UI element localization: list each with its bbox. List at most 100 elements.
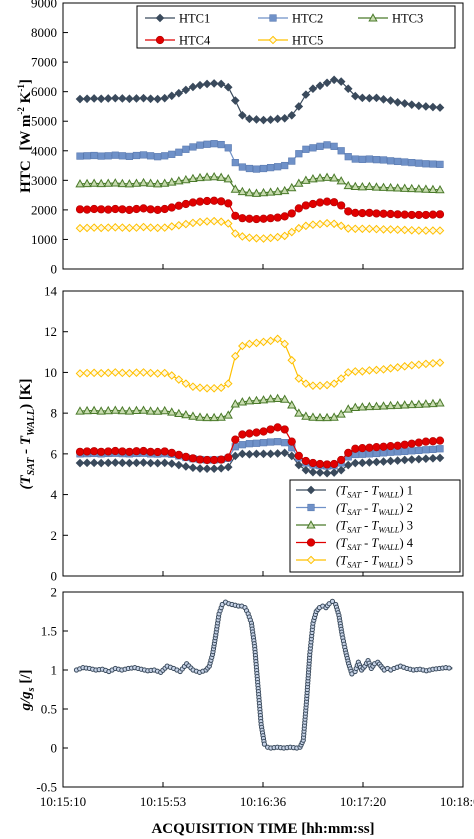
dt-series-4-point-49 [421, 437, 430, 446]
htc-y-label-main: HTC [18, 160, 34, 193]
htc-series-3-point-16 [188, 173, 198, 183]
dt-legend-label-3-part-4: ) 3 [400, 519, 414, 533]
htc-series-5-point-30 [287, 227, 297, 237]
dt-series-4-point-40 [358, 444, 367, 453]
dt-legend-label-4-part-2: - T [361, 536, 379, 550]
dt-series-1-point-40 [358, 458, 367, 468]
dt-ytick-label-6: 12 [44, 324, 57, 339]
htc-series-2-point-31 [295, 150, 303, 158]
htc-series-4-point-26 [259, 214, 268, 223]
htc-series-3-point-5 [110, 178, 120, 187]
htc-series-1-point-37 [336, 77, 346, 86]
dt-series-3-point-15 [181, 409, 191, 419]
htc-ytick-label-4: 4000 [31, 143, 57, 158]
htc-series-2-point-26 [259, 164, 268, 173]
htc-series-1-point-39 [350, 91, 360, 101]
dt-series-4-point-14 [174, 450, 183, 459]
dt-series-5-point-8 [132, 368, 141, 377]
htc-series-3-point-14 [174, 176, 184, 185]
htc-series-4-point-10 [146, 205, 155, 214]
htc-series-5-point-48 [414, 226, 424, 235]
htc-series-5-point-50 [428, 226, 438, 235]
htc-series-3-line [79, 176, 441, 194]
dt-series-3-point-28 [272, 393, 283, 402]
dt-series-5-point-3 [96, 368, 106, 378]
htc-series-4-point-8 [132, 204, 141, 214]
dt-series-4-point-8 [132, 447, 141, 456]
dt-series-4-point-11 [153, 447, 162, 457]
htc-series-4-point-27 [266, 214, 275, 223]
dt-series-1-point-31 [294, 460, 304, 470]
htc-series-2-point-10 [146, 152, 155, 160]
htc-series-4-point-22 [231, 211, 240, 220]
htc-series-1-point-32 [301, 90, 311, 99]
dt-series-5-point-21 [223, 379, 233, 388]
htc-series-4-point-17 [195, 197, 205, 206]
dt-series-1-point-0 [75, 458, 85, 468]
htc-series-3-point-40 [357, 182, 368, 191]
dt-series-5-point-51 [435, 358, 445, 367]
htc-ytick-label-7: 7000 [31, 55, 57, 70]
htc-series-5-point-41 [365, 224, 374, 234]
dt-series-5-point-44 [386, 364, 395, 373]
g-ytick-label-1: 0 [51, 741, 58, 756]
dt-legend-4-point-0 [306, 538, 316, 547]
htc-series-5-point-8 [132, 223, 141, 232]
htc-series-1-point-42 [372, 93, 381, 103]
dt-series-2-point-23 [238, 441, 246, 449]
dt-series-5-point-43 [379, 365, 388, 374]
htc-series-2-point-3 [97, 152, 105, 160]
dt-legend-2-point-0 [307, 503, 315, 512]
dt-series-4-point-33 [308, 458, 318, 468]
dt-series-4-point-12 [160, 447, 169, 456]
dt-series-4-point-47 [407, 439, 416, 448]
dt-series-5-point-33 [308, 381, 318, 390]
htc-series-5-point-36 [329, 219, 339, 229]
g-y-axis-label: g/gs [/] [18, 670, 37, 712]
htc-series-5-point-39 [350, 224, 360, 234]
dt-series-4-point-27 [266, 425, 275, 434]
htc-series-1-point-36 [329, 75, 339, 85]
htc-series-5-point-7 [125, 223, 134, 233]
dt-series-4-point-19 [210, 455, 219, 465]
htc-series-5-point-35 [322, 218, 332, 228]
htc-series-3-point-7 [124, 179, 135, 188]
dt-legend-label-4-part-0: (T [336, 536, 348, 550]
dt-series-3-point-13 [167, 407, 177, 416]
dt-legend-label-2-part-2: - T [361, 501, 379, 515]
dt-series-4-point-6 [118, 447, 127, 456]
dt-legend-label-3-part-0: (T [336, 519, 348, 533]
dt-series-1-point-17 [195, 464, 205, 473]
g-ytick-label-2: 0.5 [41, 702, 57, 717]
dt-series-3-point-38 [343, 404, 353, 413]
dt-legend-label-1: (TSAT - TWALL) 1 [336, 484, 413, 500]
htc-series-2-point-40 [358, 155, 366, 163]
dt-series-5-point-16 [188, 382, 198, 391]
htc-series-4-point-39 [351, 208, 360, 217]
dt-series-4-point-29 [280, 425, 289, 434]
dt-series-5-point-20 [216, 383, 226, 393]
dt-y-label-p0: (T [18, 475, 34, 490]
dt-series-4-point-25 [252, 428, 261, 437]
dt-series-3-point-44 [385, 400, 396, 410]
htc-series-2-point-32 [302, 145, 310, 153]
htc-series-5-point-21 [223, 219, 233, 228]
dt-legend-label-3-part-2: - T [361, 519, 379, 533]
dt-series-4-point-13 [167, 448, 176, 457]
htc-series-4-point-42 [372, 209, 381, 218]
dt-series-5-point-12 [160, 368, 170, 378]
dt-series-4-point-0 [75, 447, 85, 456]
htc-series-3-point-30 [287, 182, 297, 192]
htc-series-4-point-16 [188, 198, 198, 207]
htc-series-3-point-35 [322, 172, 332, 181]
htc-series-2-point-9 [139, 151, 148, 159]
htc-series-5-point-37 [336, 221, 346, 231]
dt-series-5-point-45 [393, 363, 402, 372]
panel-g-frame [62, 591, 464, 788]
g-y-label-p1: s [26, 687, 37, 692]
dt-series-5-point-15 [181, 379, 191, 388]
dt-series-1-point-28 [273, 449, 282, 458]
dt-series-1-point-3 [96, 458, 106, 468]
dt-series-4-point-9 [139, 446, 148, 456]
htc-ytick-label-1: 1000 [31, 232, 57, 247]
